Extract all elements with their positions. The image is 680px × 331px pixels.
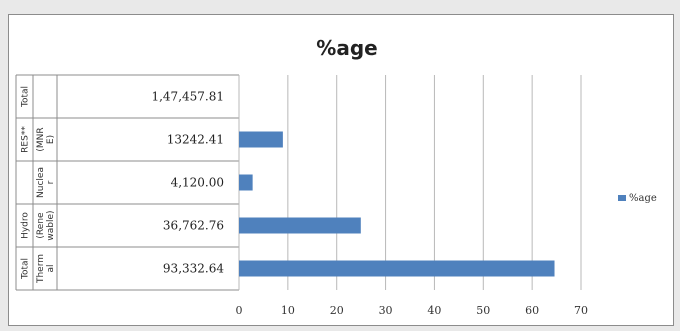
category-value-label: 4,120.00 <box>171 176 224 190</box>
bar <box>239 131 283 148</box>
x-tick-label: 50 <box>476 304 490 317</box>
bar <box>239 260 555 277</box>
category-sub-label: (MNRE) <box>36 127 56 151</box>
x-tick-label: 0 <box>236 304 243 317</box>
legend-swatch <box>618 195 626 201</box>
x-tick-label: 70 <box>574 304 588 317</box>
chart-title: %age <box>316 36 377 60</box>
category-value-label: 93,332.64 <box>163 262 224 276</box>
category-sub-label: Nuclear <box>36 167 56 198</box>
value-labels: 1,47,457.81 13242.41 4,120.00 36,762.76 93,3… <box>151 90 224 276</box>
category-group-label: Total <box>21 86 31 108</box>
category-value-label: 1,47,457.81 <box>151 90 224 104</box>
x-tick-label: 20 <box>330 304 344 317</box>
x-tick-label: 40 <box>427 304 441 317</box>
category-sub-label: Thermal <box>36 254 56 284</box>
bar-chart: %age Total RES** (MNRE) Nuclear Hydro (Renewa… <box>15 36 657 317</box>
bar <box>239 217 361 234</box>
bar <box>239 174 253 191</box>
category-group-label: Hydro <box>21 212 31 239</box>
legend-label: %age <box>629 193 657 204</box>
category-group-label: RES** <box>21 126 31 153</box>
gridlines <box>238 75 582 290</box>
chart-frame: %age Total RES** (MNRE) Nuclear Hydro (Renewa… <box>8 14 674 326</box>
bars <box>239 131 555 277</box>
category-value-label: 13242.41 <box>167 133 224 147</box>
x-tick-label: 60 <box>525 304 539 317</box>
category-group-label: Total <box>21 258 31 280</box>
x-tick-label: 10 <box>281 304 295 317</box>
x-axis-ticks: 0 10 20 30 40 50 60 70 <box>236 304 589 317</box>
x-tick-label: 30 <box>379 304 393 317</box>
category-value-label: 36,762.76 <box>163 219 224 233</box>
legend: %age <box>618 193 657 204</box>
category-sub-label: (Renewable) <box>36 210 56 240</box>
